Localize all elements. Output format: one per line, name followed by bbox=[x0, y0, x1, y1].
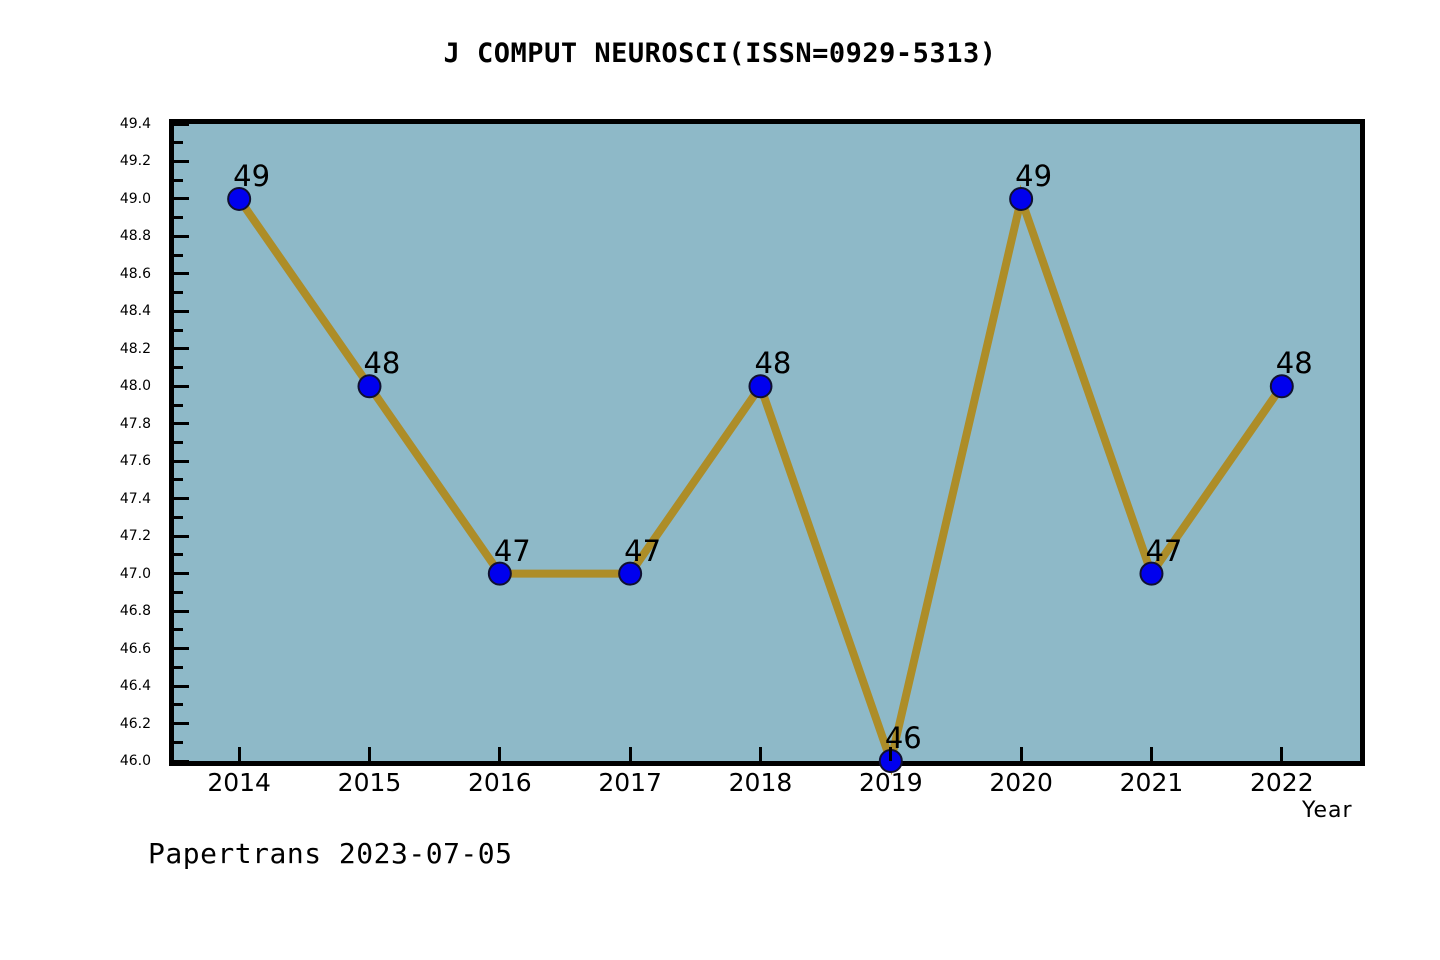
x-axis-title: Year bbox=[1302, 798, 1353, 823]
x-axis-tick-mark bbox=[498, 747, 502, 761]
x-axis-tick-mark bbox=[1280, 747, 1284, 761]
x-axis-tick-label: 2017 bbox=[598, 768, 662, 797]
y-axis-tick-mark bbox=[174, 234, 189, 238]
y-axis-minor-tick-mark bbox=[174, 178, 183, 182]
y-axis-tick-mark bbox=[174, 497, 189, 501]
series-line bbox=[235, 184, 1286, 776]
y-axis-tick-mark bbox=[174, 722, 189, 726]
y-axis-tick-label: 46.6 bbox=[119, 640, 151, 657]
y-axis-tick-label: 46.2 bbox=[119, 715, 151, 732]
y-axis-minor-tick-mark bbox=[174, 590, 183, 594]
y-axis-tick-label: 48.6 bbox=[119, 265, 151, 282]
y-axis-minor-tick-mark bbox=[174, 553, 183, 557]
x-axis-tick-mark bbox=[367, 747, 371, 761]
y-axis-tick-label: 48.4 bbox=[119, 303, 151, 320]
y-axis-tick-label: 49.0 bbox=[119, 190, 151, 207]
y-axis-minor-tick-mark bbox=[174, 740, 183, 744]
x-axis-tick-mark bbox=[237, 747, 241, 761]
y-axis-minor-tick-mark bbox=[174, 253, 183, 257]
y-axis-tick-labels: 49.4 49.2 49.0 48.8 48.6 48.4 48.2 48.0 47.8 47.6… bbox=[0, 116, 163, 769]
data-point-marker[interactable] bbox=[748, 374, 773, 399]
y-axis-minor-tick-mark bbox=[174, 515, 183, 519]
y-axis-tick-label: 47.8 bbox=[119, 415, 151, 432]
x-axis-tick-mark bbox=[628, 747, 632, 761]
y-axis-tick-mark bbox=[174, 384, 189, 388]
y-axis-tick-label: 46.0 bbox=[119, 753, 151, 769]
x-axis-tick-mark bbox=[1149, 747, 1153, 761]
x-axis-tick-labels: 2014 2015 2016 2017 2018 2019 2020 2021 2022 bbox=[0, 768, 1440, 808]
y-axis-tick-mark bbox=[174, 647, 189, 651]
x-axis-tick-label: 2021 bbox=[1119, 768, 1184, 797]
y-axis-minor-tick-mark bbox=[174, 703, 183, 707]
chart-title: J COMPUT NEUROSCI(ISSN=0929-5313) bbox=[443, 38, 997, 69]
plot-area: 49 48 47 47 48 46 49 47 48 bbox=[169, 119, 1365, 776]
x-axis-tick-mark bbox=[1019, 747, 1023, 761]
data-point-marker[interactable] bbox=[487, 561, 512, 586]
y-axis-minor-tick-mark bbox=[174, 665, 183, 669]
x-axis-tick-label: 2022 bbox=[1249, 768, 1314, 797]
y-axis-tick-mark bbox=[174, 197, 189, 201]
y-axis-tick-mark bbox=[174, 534, 189, 538]
y-axis-tick-mark bbox=[174, 609, 189, 613]
plot-inner: 49 48 47 47 48 46 49 47 48 bbox=[174, 122, 1360, 776]
y-axis-tick-label: 48.2 bbox=[119, 340, 151, 357]
y-axis-minor-tick-mark bbox=[174, 328, 183, 332]
y-axis-tick-label: 47.2 bbox=[119, 528, 151, 545]
y-axis-tick-label: 47.0 bbox=[119, 565, 151, 582]
data-point-marker[interactable] bbox=[618, 561, 643, 586]
y-axis-tick-mark bbox=[174, 159, 189, 163]
x-axis-tick-mark bbox=[889, 747, 893, 761]
y-axis-tick-label: 48.0 bbox=[119, 378, 151, 395]
data-point-marker[interactable] bbox=[1009, 186, 1034, 211]
x-axis-tick-label: 2014 bbox=[207, 768, 271, 797]
data-point-marker[interactable] bbox=[1269, 374, 1294, 399]
y-axis-tick-mark bbox=[174, 759, 189, 763]
x-axis-tick-label: 2019 bbox=[859, 768, 923, 797]
y-axis-tick-mark bbox=[174, 122, 189, 126]
footer-note: Papertrans 2023-07-05 bbox=[148, 837, 513, 870]
y-axis-minor-tick-mark bbox=[174, 216, 183, 220]
y-axis-tick-mark bbox=[174, 459, 189, 463]
y-axis-tick-label: 49.4 bbox=[119, 116, 151, 132]
y-axis-tick-mark bbox=[174, 309, 189, 313]
y-axis-minor-tick-mark bbox=[174, 141, 183, 145]
x-axis-tick-mark bbox=[758, 747, 762, 761]
y-axis-tick-label: 47.6 bbox=[119, 453, 151, 470]
line-series-svg bbox=[227, 184, 1294, 776]
data-point-marker[interactable] bbox=[1139, 561, 1164, 586]
y-axis-tick-label: 46.4 bbox=[119, 678, 151, 695]
x-axis-tick-label: 2020 bbox=[989, 768, 1053, 797]
y-axis-tick-mark bbox=[174, 347, 189, 351]
y-axis-tick-mark bbox=[174, 684, 189, 688]
x-axis-tick-label: 2018 bbox=[728, 768, 793, 797]
y-axis-minor-tick-mark bbox=[174, 478, 183, 482]
y-axis-minor-tick-mark bbox=[174, 366, 183, 370]
x-axis-tick-label: 2015 bbox=[337, 768, 402, 797]
y-axis-minor-tick-mark bbox=[174, 403, 183, 407]
y-axis-tick-label: 46.8 bbox=[119, 603, 151, 620]
data-point-marker[interactable] bbox=[227, 186, 252, 211]
y-axis-minor-tick-mark bbox=[174, 441, 183, 444]
y-axis-tick-label: 49.2 bbox=[119, 153, 151, 170]
data-point-marker[interactable] bbox=[357, 374, 382, 399]
y-axis-tick-mark bbox=[174, 572, 189, 576]
y-axis-minor-tick-mark bbox=[174, 628, 183, 632]
x-axis-tick-label: 2016 bbox=[468, 768, 532, 797]
y-axis-tick-label: 48.8 bbox=[119, 228, 151, 245]
y-axis-tick-mark bbox=[174, 272, 189, 276]
y-axis-tick-mark bbox=[174, 422, 189, 426]
y-axis-minor-tick-mark bbox=[174, 291, 183, 295]
y-axis-tick-label: 47.4 bbox=[119, 490, 151, 507]
